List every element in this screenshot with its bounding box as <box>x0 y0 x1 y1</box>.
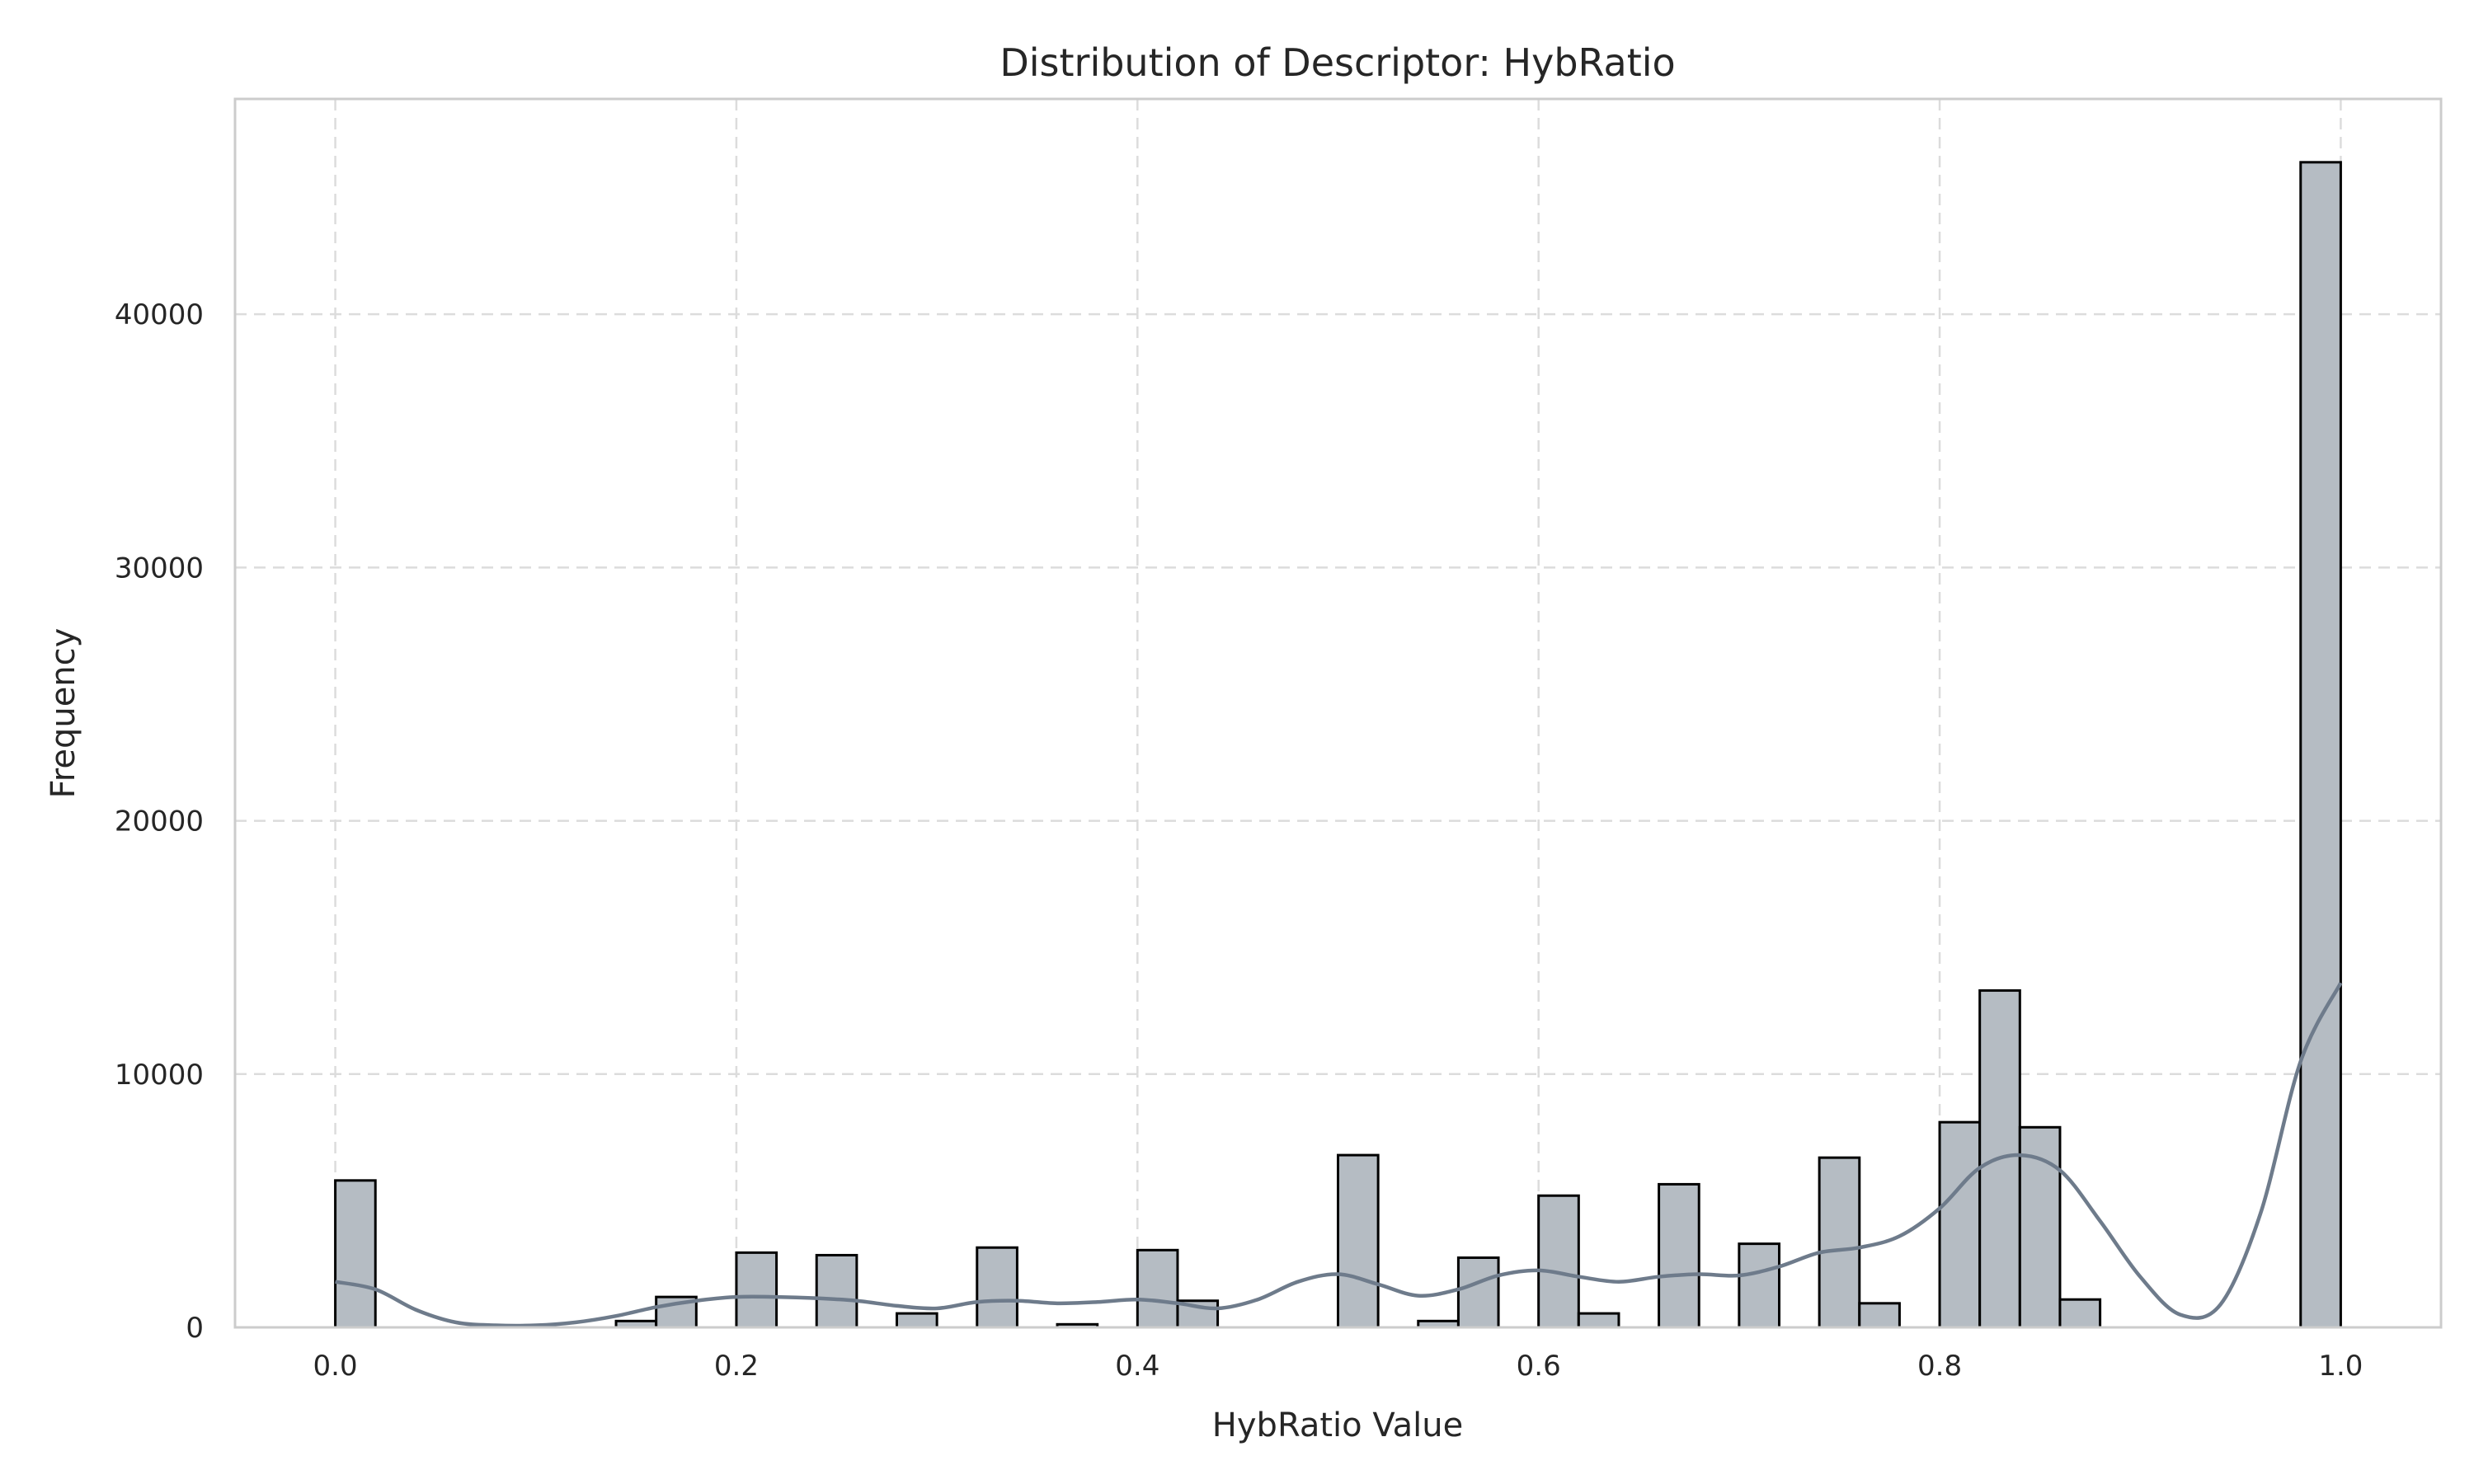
x-axis-label: HybRatio Value <box>1212 1407 1463 1444</box>
ticks-layer: 0.0 0.2 0.4 0.6 0.8 1.0 0 10000 20000 30000 40000 <box>115 298 2363 1383</box>
y-tick-label: 20000 <box>115 805 204 838</box>
histogram-bar <box>1938 1120 1982 1329</box>
histogram-bar <box>2058 1298 2102 1329</box>
histogram-bar <box>1537 1194 1580 1329</box>
plot-frame <box>233 97 2443 1329</box>
x-tick-label: 1.0 <box>2318 1350 2363 1383</box>
histogram-bar <box>1858 1302 1901 1329</box>
histogram-bar <box>1577 1312 1620 1329</box>
histogram-bar <box>976 1246 1018 1329</box>
x-tick-label: 0.4 <box>1115 1350 1159 1383</box>
histogram-bar <box>1738 1242 1780 1329</box>
y-tick-label: 40000 <box>115 298 204 331</box>
histogram-bar <box>1136 1248 1179 1329</box>
x-tick-label: 0.8 <box>1917 1350 1962 1383</box>
y-tick-label: 30000 <box>115 552 204 585</box>
x-tick-label: 0.0 <box>313 1350 358 1383</box>
chart-title: Distribution of Descriptor: HybRatio <box>999 40 1675 85</box>
grid-layer <box>235 99 2441 1329</box>
histogram-bar <box>735 1251 778 1329</box>
histogram-bar <box>334 1179 377 1329</box>
histogram-bar <box>2299 161 2342 1329</box>
kde-curve <box>335 982 2343 1328</box>
y-tick-label: 0 <box>186 1312 204 1345</box>
x-tick-label: 0.2 <box>714 1350 759 1383</box>
histogram-bar <box>815 1253 858 1329</box>
histogram-bar <box>1658 1182 1700 1329</box>
y-axis-label: Frequency <box>45 628 82 799</box>
histogram-bar <box>1337 1153 1380 1329</box>
histogram-bar <box>896 1312 938 1329</box>
bars-layer <box>334 161 2342 1329</box>
x-tick-label: 0.6 <box>1517 1350 1561 1383</box>
histogram-bar <box>1456 1256 1500 1329</box>
histogram-bar <box>1818 1156 1861 1329</box>
y-tick-label: 10000 <box>115 1059 204 1092</box>
